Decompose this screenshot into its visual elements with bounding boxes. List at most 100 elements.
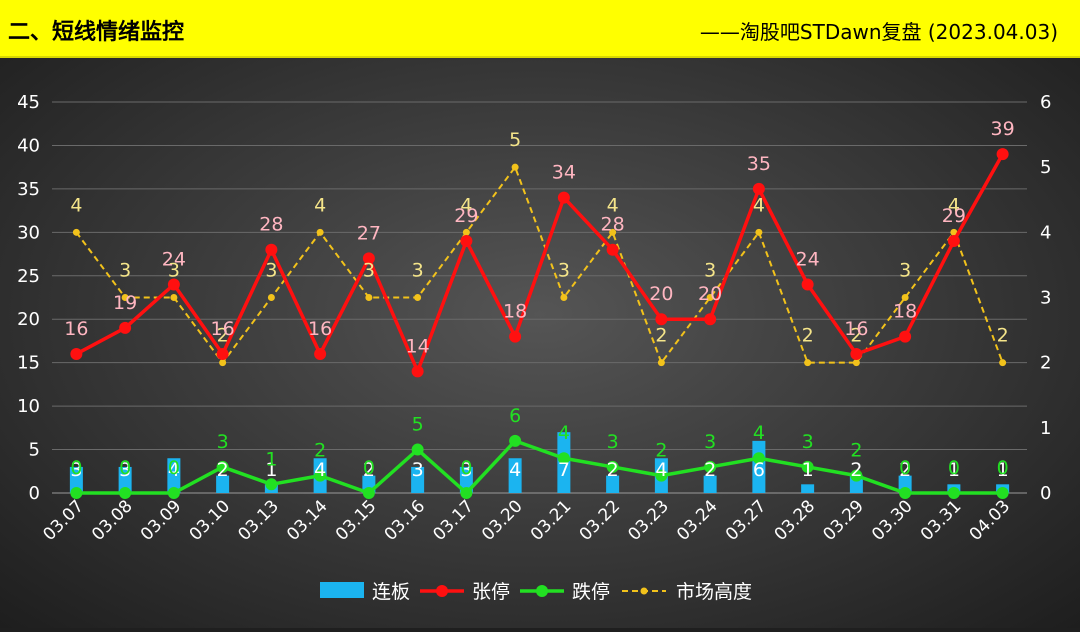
label-zhangting: 14	[406, 335, 430, 357]
point-zhangting	[996, 148, 1009, 161]
point-market-height	[316, 228, 324, 236]
label-zhangting: 18	[893, 301, 917, 323]
label-zhangting: 29	[454, 205, 478, 227]
label-lianban: 4	[655, 459, 667, 481]
label-lianban: 4	[509, 459, 521, 481]
label-dieting: 3	[217, 431, 229, 453]
label-dieting: 5	[412, 414, 424, 436]
label-zhangting: 27	[357, 222, 381, 244]
label-lianban: 2	[850, 459, 862, 481]
point-dieting	[752, 452, 765, 465]
point-market-height	[170, 294, 178, 301]
right-axis-tick-label: 5	[1040, 157, 1051, 178]
bar-lianban	[459, 466, 473, 493]
point-market-height	[901, 294, 909, 301]
label-zhangting: 28	[259, 214, 283, 236]
label-dieting: 2	[314, 440, 326, 462]
page-title: 二、短线情绪监控	[8, 20, 185, 45]
point-market-height	[560, 294, 568, 301]
legend-label-dieting: 跌停	[572, 581, 610, 603]
chart-area: 0 5 10 15 20 25 30 35 40 45 0 1 2 3 4 5 6 03.07 03.08 03.09…	[0, 58, 1080, 628]
label-market-height: 2	[802, 325, 814, 347]
label-zhangting: 16	[211, 318, 235, 340]
label-zhangting: 16	[64, 318, 88, 340]
point-dieting	[801, 460, 814, 473]
point-dieting	[167, 487, 180, 499]
label-market-height: 2	[655, 325, 667, 347]
label-market-height: 3	[412, 260, 424, 282]
label-market-height: 4	[314, 194, 326, 216]
label-dieting: 2	[850, 440, 862, 462]
label-lianban: 1	[997, 459, 1009, 481]
x-axis-tick-label: 03.20	[478, 496, 527, 545]
point-dieting	[655, 469, 668, 482]
label-dieting: 3	[704, 431, 716, 453]
point-dieting	[557, 452, 570, 465]
label-lianban: 3	[460, 459, 472, 481]
x-axis-tick-label: 03.10	[186, 496, 235, 545]
label-lianban: 1	[948, 459, 960, 481]
label-zhangting: 16	[308, 318, 332, 340]
point-dieting	[899, 487, 912, 499]
point-market-height	[121, 294, 129, 301]
label-market-height: 4	[948, 194, 960, 216]
bar-lianban	[216, 475, 230, 493]
point-dieting	[216, 460, 229, 473]
point-market-height	[72, 228, 80, 236]
label-lianban: 4	[168, 459, 180, 481]
left-axis-tick-label: 30	[17, 222, 40, 243]
bar-lianban	[606, 475, 620, 493]
point-market-height	[950, 228, 958, 236]
label-dieting: 6	[509, 405, 521, 427]
label-dieting: 4	[558, 422, 570, 444]
label-dieting: 0	[460, 457, 472, 479]
x-axis-tick-label: 03.17	[429, 496, 478, 545]
label-zhangting: 35	[747, 153, 771, 175]
header-banner: 二、短线情绪监控 ——淘股吧STDawn复盘 (2023.04.03)	[0, 0, 1080, 58]
x-axis-tick-label: 03.13	[234, 496, 283, 545]
label-dieting: 0	[119, 457, 131, 479]
point-dieting	[996, 487, 1009, 499]
left-axis-tick-label: 45	[17, 92, 40, 113]
point-market-height	[657, 359, 665, 367]
point-zhangting	[947, 235, 960, 248]
label-market-height: 5	[509, 129, 521, 151]
label-zhangting: 20	[649, 283, 673, 305]
point-zhangting	[557, 191, 570, 204]
legend-marker-dieting	[536, 585, 548, 597]
point-dieting	[362, 487, 375, 499]
x-axis-tick-label: 03.14	[283, 496, 332, 545]
label-dieting: 0	[899, 457, 911, 479]
x-axis-tick-label: 03.21	[527, 496, 576, 545]
label-lianban: 2	[363, 459, 375, 481]
point-dieting	[70, 487, 83, 499]
point-dieting	[704, 460, 717, 473]
label-zhangting: 28	[601, 214, 625, 236]
point-zhangting	[460, 235, 473, 248]
x-axis-tick-label: 03.09	[137, 496, 186, 545]
label-market-height: 2	[997, 325, 1009, 347]
left-axis-tick-label: 5	[29, 440, 40, 461]
point-zhangting	[509, 330, 522, 343]
point-zhangting	[216, 347, 229, 360]
left-axis-tick-label: 35	[17, 179, 40, 200]
x-axis-tick-label: 03.27	[722, 496, 771, 545]
point-market-height	[706, 294, 714, 301]
x-axis-tick-label: 03.30	[868, 496, 917, 545]
left-axis-tick-label: 20	[17, 309, 40, 330]
point-market-height	[609, 228, 617, 236]
label-dieting: 0	[70, 457, 82, 479]
label-lianban: 2	[704, 459, 716, 481]
label-market-height: 3	[899, 260, 911, 282]
label-lianban: 2	[899, 459, 911, 481]
x-axis-tick-label: 03.15	[332, 496, 381, 545]
label-dieting: 2	[655, 440, 667, 462]
point-zhangting	[314, 347, 327, 360]
x-axis-tick-label: 03.31	[917, 496, 966, 545]
legend-label-zhangting: 张停	[472, 581, 510, 603]
label-lianban: 3	[412, 459, 424, 481]
right-axis-tick-label: 6	[1040, 92, 1051, 113]
label-lianban: 1	[802, 459, 814, 481]
label-dieting: 0	[948, 457, 960, 479]
point-market-height	[999, 359, 1007, 367]
